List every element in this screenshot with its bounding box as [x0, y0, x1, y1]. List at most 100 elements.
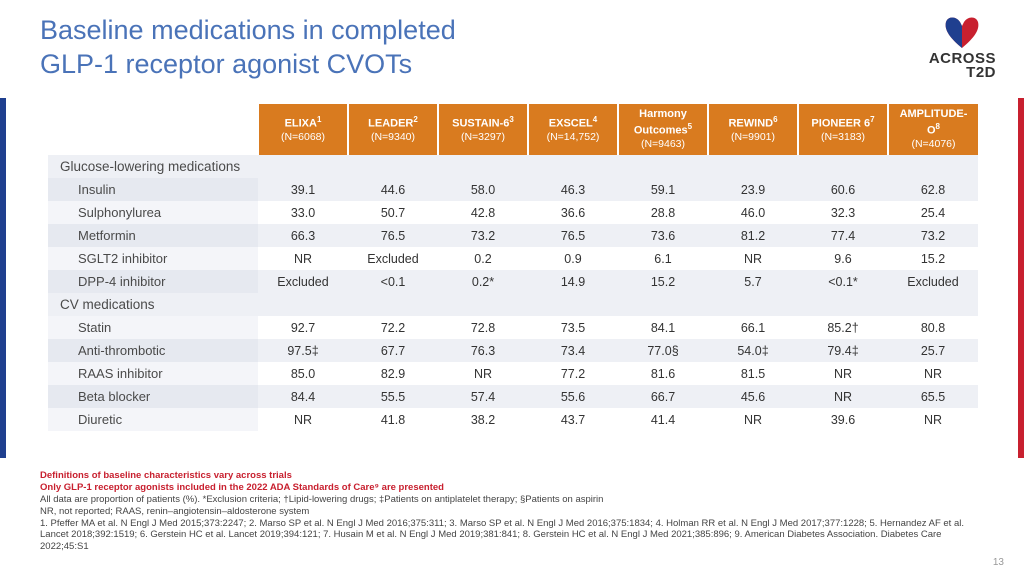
right-accent-bar: [1018, 98, 1024, 458]
footnotes: Definitions of baseline characteristics …: [40, 470, 970, 553]
table-cell: 73.2: [888, 224, 978, 247]
heart-icon: [942, 14, 982, 50]
trial-header: Harmony Outcomes5(N=9463): [618, 104, 708, 155]
table-cell: 0.2: [438, 247, 528, 270]
table-cell: 67.7: [348, 339, 438, 362]
medications-table: ELIXA1(N=6068)LEADER2(N=9340)SUSTAIN-63(…: [48, 104, 978, 431]
footnote-line-4: NR, not reported; RAAS, renin–angiotensi…: [40, 506, 970, 518]
table-cell: 39.6: [798, 408, 888, 431]
table-cell: 82.9: [348, 362, 438, 385]
table-cell: 39.1: [258, 178, 348, 201]
page-number: 13: [993, 557, 1004, 568]
trial-header: REWIND6(N=9901): [708, 104, 798, 155]
table-cell: 80.8: [888, 316, 978, 339]
table-cell: 55.6: [528, 385, 618, 408]
table-cell: 72.8: [438, 316, 528, 339]
table-cell: 38.2: [438, 408, 528, 431]
table-cell: 14.9: [528, 270, 618, 293]
table-cell: 81.6: [618, 362, 708, 385]
table-cell: 92.7: [258, 316, 348, 339]
footnote-refs: 1. Pfeffer MA et al. N Engl J Med 2015;3…: [40, 518, 970, 554]
trial-header: EXSCEL4(N=14,752): [528, 104, 618, 155]
footnote-red-1: Definitions of baseline characteristics …: [40, 470, 970, 482]
row-label: DPP-4 inhibitor: [48, 270, 258, 293]
row-label: Sulphonylurea: [48, 201, 258, 224]
table-cell: 58.0: [438, 178, 528, 201]
table-cell: 45.6: [708, 385, 798, 408]
trial-header: PIONEER 67(N=3183): [798, 104, 888, 155]
table-cell: 66.7: [618, 385, 708, 408]
table-cell: 44.6: [348, 178, 438, 201]
trial-header: SUSTAIN-63(N=3297): [438, 104, 528, 155]
table-cell: 43.7: [528, 408, 618, 431]
table-cell: NR: [798, 385, 888, 408]
table-cell: 73.4: [528, 339, 618, 362]
table-cell: 46.3: [528, 178, 618, 201]
footnote-line-3: All data are proportion of patients (%).…: [40, 494, 970, 506]
table-cell: 41.8: [348, 408, 438, 431]
empty-header: [48, 104, 258, 155]
table-cell: 15.2: [618, 270, 708, 293]
page-title: Baseline medications in completed GLP-1 …: [40, 14, 456, 82]
table-cell: 59.1: [618, 178, 708, 201]
trial-header: LEADER2(N=9340): [348, 104, 438, 155]
table-cell: <0.1*: [798, 270, 888, 293]
trial-header: ELIXA1(N=6068): [258, 104, 348, 155]
table-cell: Excluded: [888, 270, 978, 293]
table-cell: 65.5: [888, 385, 978, 408]
table-cell: 46.0: [708, 201, 798, 224]
table-cell: 25.4: [888, 201, 978, 224]
row-label: Metformin: [48, 224, 258, 247]
table-cell: 57.4: [438, 385, 528, 408]
table-cell: NR: [708, 408, 798, 431]
table-cell: NR: [438, 362, 528, 385]
table-cell: 77.4: [798, 224, 888, 247]
table-cell: 60.6: [798, 178, 888, 201]
table-cell: 54.0‡: [708, 339, 798, 362]
logo-text-2: T2D: [929, 66, 996, 80]
table-cell: NR: [798, 362, 888, 385]
table-cell: NR: [888, 408, 978, 431]
brand-logo: ACROSS T2D: [929, 14, 996, 81]
table-cell: 6.1: [618, 247, 708, 270]
table-cell: Excluded: [258, 270, 348, 293]
table-cell: 84.4: [258, 385, 348, 408]
table-cell: 97.5‡: [258, 339, 348, 362]
table-cell: <0.1: [348, 270, 438, 293]
table-cell: 55.5: [348, 385, 438, 408]
table-cell: 50.7: [348, 201, 438, 224]
table-cell: 15.2: [888, 247, 978, 270]
row-label: RAAS inhibitor: [48, 362, 258, 385]
table-cell: 84.1: [618, 316, 708, 339]
table-cell: 0.2*: [438, 270, 528, 293]
row-label: Beta blocker: [48, 385, 258, 408]
table-cell: 66.1: [708, 316, 798, 339]
table-cell: NR: [708, 247, 798, 270]
table-cell: 73.6: [618, 224, 708, 247]
row-label: Anti-thrombotic: [48, 339, 258, 362]
table-cell: NR: [258, 247, 348, 270]
table-cell: 62.8: [888, 178, 978, 201]
table-cell: 0.9: [528, 247, 618, 270]
table-cell: 73.5: [528, 316, 618, 339]
table-cell: 85.0: [258, 362, 348, 385]
table-cell: NR: [258, 408, 348, 431]
trial-header: AMPLITUDE-O8(N=4076): [888, 104, 978, 155]
table-cell: 41.4: [618, 408, 708, 431]
table-cell: NR: [888, 362, 978, 385]
table-cell: 32.3: [798, 201, 888, 224]
left-accent-bar: [0, 98, 6, 458]
table-cell: 81.2: [708, 224, 798, 247]
table-cell: 76.5: [528, 224, 618, 247]
row-label: SGLT2 inhibitor: [48, 247, 258, 270]
table-cell: 72.2: [348, 316, 438, 339]
row-label: Diuretic: [48, 408, 258, 431]
table-cell: 33.0: [258, 201, 348, 224]
row-label: Insulin: [48, 178, 258, 201]
table-cell: 42.8: [438, 201, 528, 224]
title-line-2: GLP-1 receptor agonist CVOTs: [40, 49, 412, 79]
footnote-red-2: Only GLP-1 receptor agonists included in…: [40, 482, 970, 494]
table-cell: 81.5: [708, 362, 798, 385]
title-line-1: Baseline medications in completed: [40, 15, 456, 45]
table-cell: 36.6: [528, 201, 618, 224]
